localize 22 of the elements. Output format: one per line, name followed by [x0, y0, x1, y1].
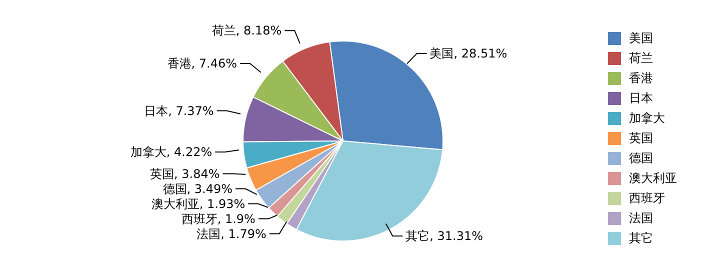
data-label: 荷兰, 8.18%	[212, 24, 282, 38]
legend-label: 日本	[629, 90, 653, 107]
data-label: 日本, 7.37%	[144, 104, 214, 118]
legend-label: 西班牙	[629, 190, 665, 207]
legend-label: 其它	[629, 230, 653, 247]
data-label: 澳大利亚, 1.93%	[151, 196, 246, 211]
data-label: 西班牙, 1.9%	[181, 212, 256, 226]
legend-label: 加拿大	[629, 110, 665, 127]
data-label: 法国, 1.79%	[196, 226, 266, 241]
legend-label: 英国	[629, 130, 653, 147]
legend-label: 德国	[629, 150, 653, 167]
data-label: 其它, 31.31%	[406, 229, 484, 244]
data-label: 美国, 28.51%	[430, 46, 508, 61]
data-label: 香港, 7.46%	[167, 56, 238, 71]
legend-label: 荷兰	[629, 50, 653, 67]
data-label: 加拿大, 4.22%	[130, 145, 212, 159]
legend-label: 法国	[629, 210, 653, 227]
legend-label: 澳大利亚	[629, 170, 677, 187]
legend-label: 美国	[629, 30, 653, 47]
legend-label: 香港	[629, 70, 653, 87]
data-label: 德国, 3.49%	[162, 182, 233, 196]
data-label: 英国, 3.84%	[150, 166, 220, 181]
